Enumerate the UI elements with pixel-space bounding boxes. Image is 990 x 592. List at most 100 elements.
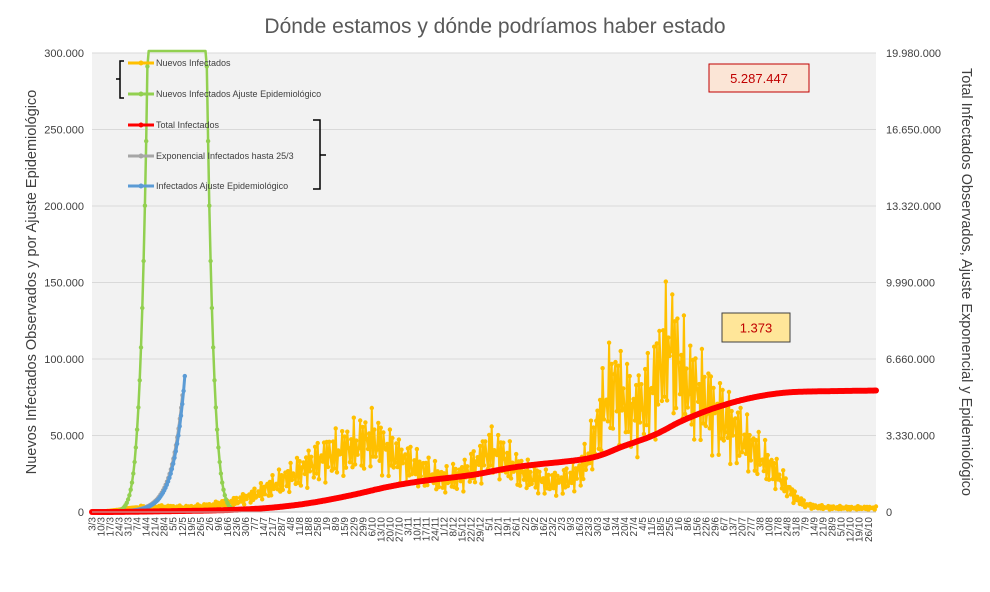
series-ajuste-epidemiologico-nuevos-point (140, 305, 145, 311)
x-tick-label: 1/9 (322, 517, 333, 531)
x-tick-label: 10/8 (764, 517, 775, 537)
legend-marker (138, 60, 144, 66)
series-nuevos-infectados-point (599, 448, 604, 453)
series-nuevos-infectados-point (697, 381, 702, 387)
series-nuevos-infectados-point (577, 463, 582, 468)
series-nuevos-infectados-point (471, 449, 476, 454)
series-infectados-ajuste-point (171, 461, 176, 466)
series-nuevos-infectados-point (314, 471, 319, 476)
series-nuevos-infectados-point (497, 477, 502, 482)
x-tick-label: 10/11 (412, 517, 423, 542)
x-tick-label: 31/8 (792, 517, 803, 537)
series-nuevos-infectados-point (368, 464, 373, 469)
series-infectados-ajuste-point (172, 455, 177, 460)
series-infectados-ajuste-point (165, 479, 171, 484)
series-nuevos-infectados-point (762, 437, 768, 443)
series-nuevos-infectados-point (568, 470, 573, 475)
series-nuevos-infectados-point (632, 418, 638, 423)
series-nuevos-infectados-point (677, 392, 683, 397)
series-nuevos-infectados-point (684, 366, 689, 371)
series-nuevos-infectados-point (574, 476, 579, 481)
series-nuevos-infectados-point (383, 447, 389, 452)
x-tick-label: 17/3 (106, 517, 117, 537)
series-nuevos-infectados-point (654, 341, 659, 346)
series-nuevos-infectados-point (369, 405, 374, 411)
series-nuevos-infectados-point (679, 352, 684, 358)
legend-label: Nuevos Infectados Ajuste Epidemiológico (156, 89, 321, 99)
series-nuevos-infectados-point (360, 424, 365, 430)
series-nuevos-infectados-point (417, 459, 422, 464)
series-nuevos-infectados-point (595, 408, 600, 413)
series-ajuste-epidemiologico-nuevos-point (137, 378, 142, 383)
series-nuevos-infectados-point (294, 455, 300, 461)
series-nuevos-infectados-point (766, 477, 772, 482)
series-nuevos-infectados-point (533, 485, 538, 490)
series-nuevos-infectados-point (280, 487, 285, 492)
series-ajuste-epidemiologico-nuevos-point (134, 427, 140, 432)
series-nuevos-infectados-point (627, 373, 632, 379)
series-nuevos-infectados-point (309, 454, 314, 459)
series-nuevos-infectados-point (748, 458, 754, 463)
series-nuevos-infectados-point (229, 498, 234, 504)
series-nuevos-infectados-point (361, 466, 367, 471)
series-nuevos-infectados-point (310, 464, 315, 469)
series-nuevos-infectados-point (450, 461, 456, 467)
series-nuevos-infectados-point (546, 472, 551, 478)
x-tick-label: 29/12 (476, 517, 487, 542)
series-ajuste-epidemiologico-nuevos-point (213, 405, 218, 410)
series-nuevos-infectados-point (412, 458, 417, 463)
series-infectados-ajuste-point (182, 373, 187, 379)
series-ajuste-epidemiologico-nuevos-point (131, 471, 136, 476)
series-nuevos-infectados-point (618, 348, 623, 354)
series-nuevos-infectados-point (346, 445, 351, 451)
series-nuevos-infectados-point (741, 445, 746, 450)
series-nuevos-infectados-point (637, 420, 643, 425)
series-nuevos-infectados-point (377, 458, 382, 463)
series-nuevos-infectados-point (426, 455, 431, 460)
x-tick-label: 19/10 (855, 517, 866, 542)
series-nuevos-infectados-point (289, 477, 295, 483)
series-infectados-ajuste-point (180, 401, 185, 407)
series-nuevos-infectados-point (298, 483, 304, 488)
series-nuevos-infectados-point (641, 431, 647, 437)
series-nuevos-infectados-point (657, 328, 662, 334)
series-nuevos-infectados-point (474, 459, 479, 464)
series-nuevos-infectados-point (753, 438, 759, 443)
series-nuevos-infectados-point (465, 464, 470, 469)
series-nuevos-infectados-point (613, 359, 618, 365)
series-nuevos-infectados-point (238, 495, 243, 500)
x-tick-label: 12/10 (846, 517, 857, 542)
series-nuevos-infectados-point (873, 504, 879, 509)
legend-label: Nuevos Infectados (156, 58, 231, 68)
series-nuevos-infectados-point (652, 344, 657, 349)
x-tick-label: 19/5 (187, 517, 198, 537)
series-nuevos-infectados-point (635, 455, 640, 460)
x-tick-label: 14/4 (142, 517, 153, 537)
series-ajuste-epidemiologico-nuevos-point (209, 305, 215, 311)
series-nuevos-infectados-point (292, 474, 297, 479)
series-nuevos-infectados-point (605, 419, 610, 424)
series-ajuste-epidemiologico-nuevos-point (145, 64, 150, 69)
series-nuevos-infectados-point (418, 474, 423, 479)
x-tick-label: 9/6 (214, 517, 225, 531)
series-nuevos-infectados-point (565, 483, 570, 489)
series-nuevos-infectados-point (345, 429, 350, 434)
series-ajuste-epidemiologico-nuevos-point (133, 445, 138, 450)
x-tick-label: 21/9 (819, 517, 830, 537)
series-infectados-ajuste-point (164, 482, 169, 487)
series-nuevos-infectados-point (519, 458, 524, 464)
series-nuevos-infectados-point (487, 432, 492, 438)
series-nuevos-infectados-point (543, 467, 549, 472)
series-nuevos-infectados-point (788, 492, 794, 497)
series-nuevos-infectados-point (606, 340, 612, 345)
x-tick-label: 20/4 (620, 517, 631, 537)
legend-label: Infectados Ajuste Epidemiológico (156, 181, 288, 191)
series-nuevos-infectados-point (778, 478, 783, 483)
x-tick-label: 29/9 (358, 517, 369, 537)
series-nuevos-infectados-point (300, 465, 305, 470)
x-tick-label: 18/8 (304, 517, 315, 537)
x-tick-label: 28/9 (828, 517, 839, 537)
series-nuevos-infectados-point (441, 471, 447, 476)
series-nuevos-infectados-point (381, 430, 386, 435)
